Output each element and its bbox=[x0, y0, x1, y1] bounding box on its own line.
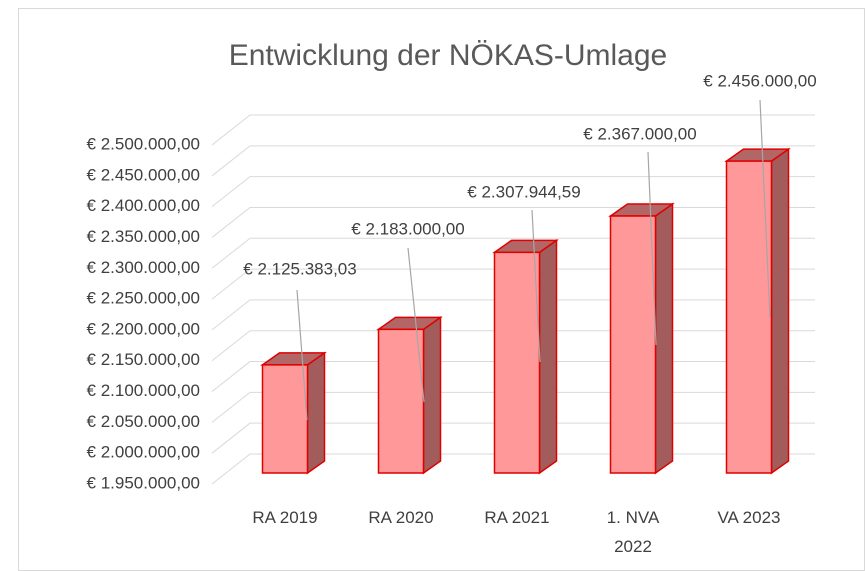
data-label: € 2.307.944,59 bbox=[467, 182, 580, 201]
grid-line bbox=[211, 176, 815, 208]
grid-line bbox=[211, 206, 815, 238]
bar-front bbox=[493, 251, 541, 474]
data-label: € 2.183.000,00 bbox=[351, 219, 464, 238]
bar-front bbox=[609, 215, 657, 474]
y-tick-label: € 2.050.000,00 bbox=[87, 412, 200, 431]
bar bbox=[376, 315, 443, 475]
data-label: € 2.125.383,03 bbox=[243, 259, 356, 278]
x-tick-label: RA 2020 bbox=[368, 508, 434, 527]
x-tick-label: 1. NVA 2022 bbox=[606, 508, 660, 556]
y-tick-label: € 2.300.000,00 bbox=[87, 258, 200, 277]
y-tick-label: € 2.100.000,00 bbox=[87, 381, 200, 400]
leader-line bbox=[759, 99, 771, 319]
y-tick-label: € 2.500.000,00 bbox=[87, 134, 200, 153]
bar-side bbox=[770, 147, 790, 475]
x-tick-label: RA 2021 bbox=[484, 508, 550, 527]
y-tick-label: € 2.450.000,00 bbox=[87, 165, 200, 184]
x-tick-label: VA 2023 bbox=[717, 508, 781, 527]
y-tick-label: € 2.350.000,00 bbox=[87, 227, 200, 246]
y-tick-label: € 2.400.000,00 bbox=[87, 196, 200, 215]
chart-title: Entwicklung der NÖKAS-Umlage bbox=[229, 39, 668, 72]
bar-side bbox=[306, 351, 326, 475]
bar bbox=[492, 238, 559, 475]
bar-side bbox=[538, 238, 558, 475]
data-label: € 2.367.000,00 bbox=[583, 124, 696, 143]
y-tick-label: € 2.150.000,00 bbox=[87, 350, 200, 369]
y-tick-label: € 1.950.000,00 bbox=[87, 473, 200, 492]
y-tick-label: € 2.000.000,00 bbox=[87, 443, 200, 462]
bar bbox=[724, 147, 791, 475]
y-tick-label: € 2.200.000,00 bbox=[87, 319, 200, 338]
leader-line bbox=[531, 209, 541, 363]
x-tick-label: RA 2019 bbox=[252, 508, 318, 527]
bar-front bbox=[261, 364, 309, 474]
leader-line bbox=[296, 289, 308, 421]
data-label: € 2.456.000,00 bbox=[703, 71, 816, 90]
grid-line bbox=[211, 145, 815, 177]
bar-front bbox=[377, 328, 425, 474]
y-tick-label: € 2.250.000,00 bbox=[87, 289, 200, 308]
bar-front bbox=[725, 160, 773, 474]
bar-side bbox=[654, 202, 674, 475]
grid-line bbox=[211, 114, 815, 146]
bar bbox=[608, 202, 675, 475]
bar bbox=[260, 351, 327, 475]
leader-line bbox=[647, 151, 657, 346]
leader-line bbox=[407, 247, 425, 403]
bar-side bbox=[422, 315, 442, 475]
